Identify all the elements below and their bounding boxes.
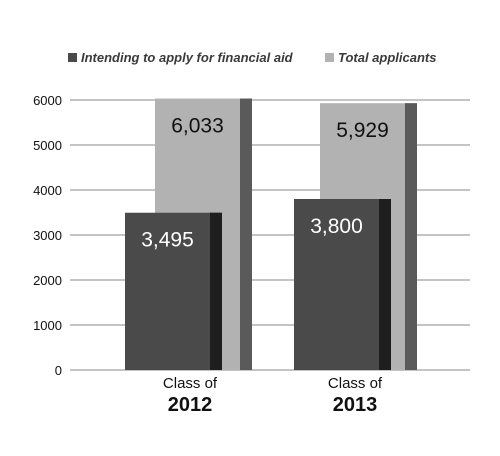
data-label: 3,495	[141, 229, 194, 252]
y-tick-label: 5000	[33, 138, 62, 153]
y-tick-label: 0	[55, 363, 62, 378]
chart-legend: Intending to apply for financial aid Tot…	[68, 50, 436, 65]
legend-label-financial-aid: Intending to apply for financial aid	[81, 50, 294, 65]
x-axis-labels: Class of 2012 Class of 2013	[163, 375, 383, 416]
bars	[125, 98, 417, 370]
bar-side	[405, 103, 417, 370]
data-label: 5,929	[336, 119, 389, 142]
y-tick-label: 2000	[33, 273, 62, 288]
data-label: 6,033	[171, 115, 224, 138]
y-tick-label: 4000	[33, 183, 62, 198]
bar-side	[210, 212, 222, 370]
data-label: 3,800	[310, 215, 363, 238]
x-tick-label-line2: 2013	[333, 394, 378, 416]
x-tick-label-line1: Class of	[163, 375, 218, 392]
legend-swatch-financial-aid	[68, 53, 77, 62]
legend-label-total-applicants: Total applicants	[338, 50, 436, 65]
y-axis-ticks: 0 1000 2000 3000 4000 5000 6000	[33, 93, 62, 378]
bar-side	[240, 98, 252, 370]
y-tick-label: 1000	[33, 318, 62, 333]
legend-swatch-total-applicants	[325, 53, 334, 62]
data-labels: 6,033 5,929 3,495 3,800	[141, 115, 389, 252]
bar	[125, 212, 222, 370]
bar-side	[379, 199, 391, 370]
y-tick-label: 6000	[33, 93, 62, 108]
bar	[294, 199, 391, 370]
x-tick-label-line2: 2012	[168, 394, 213, 416]
x-tick-label-line1: Class of	[328, 375, 383, 392]
y-tick-label: 3000	[33, 228, 62, 243]
